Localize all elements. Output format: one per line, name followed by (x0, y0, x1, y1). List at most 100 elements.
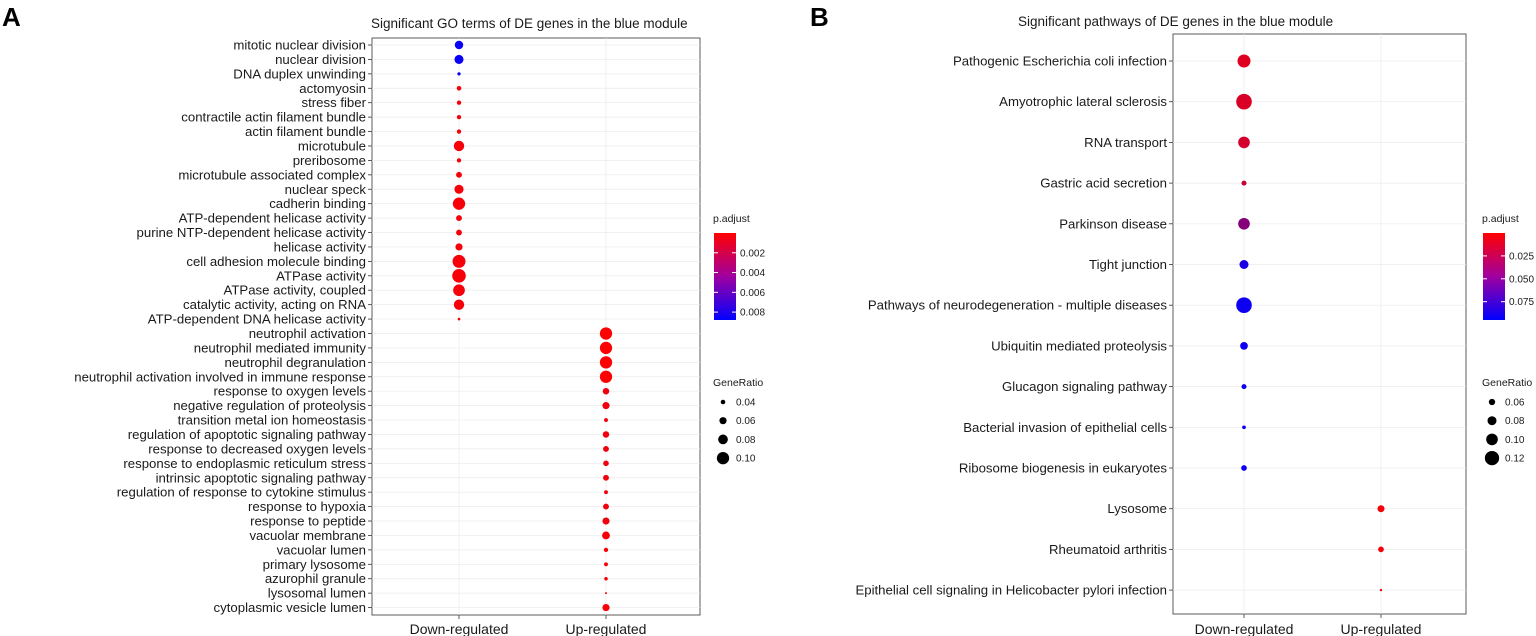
y-tick-label-microtubule: microtubule (298, 138, 366, 153)
y-tick-label-helicase-activity: helicase activity (274, 239, 367, 254)
y-tick-label-neutrophil-degranulation: neutrophil degranulation (224, 355, 366, 370)
point-intrinsic-apoptotic-signaling-pathway (603, 474, 609, 481)
y-tick-label-preribosome: preribosome (293, 153, 366, 168)
point-transition-metal-ion-homeostasis (604, 418, 608, 423)
legend-title-padjust: p.adjust (1482, 213, 1519, 225)
y-tick-label-lysosomal-lumen: lysosomal lumen (268, 586, 366, 601)
point-neutrophil-activation (599, 327, 613, 340)
point-ribosome-biogenesis-in-eukaryotes (1241, 465, 1247, 471)
y-tick-label-rheumatoid-arthritis: Rheumatoid arthritis (1049, 542, 1167, 557)
point-contractile-actin-filament-bundle (456, 114, 462, 120)
point-gastric-acid-secretion (1241, 180, 1247, 186)
point-rheumatoid-arthritis (1378, 546, 1384, 553)
y-tick-label-response-to-endoplasmic-reticulum-stress: response to endoplasmic reticulum stress (123, 456, 366, 471)
y-tick-label-pathways-of-neurodegeneration-multiple-diseases: Pathways of neurodegeneration - multiple… (868, 298, 1168, 313)
color-bar-label: 0.025 (1509, 251, 1534, 262)
point-atp-dependent-helicase-activity (456, 215, 462, 222)
point-vacuolar-lumen (603, 547, 609, 553)
point-neutrophil-degranulation (599, 356, 613, 369)
point-tight-junction (1239, 260, 1249, 269)
y-tick-label-neutrophil-activation: neutrophil activation (249, 326, 366, 341)
size-legend-dot (718, 434, 728, 445)
y-tick-label-tight-junction: Tight junction (1089, 257, 1167, 272)
size-legend-label: 0.06 (736, 416, 756, 427)
panel-label-a: A (2, 2, 21, 32)
point-vacuolar-membrane (602, 531, 610, 540)
y-tick-label-stress-fiber: stress fiber (302, 95, 367, 110)
y-tick-label-transition-metal-ion-homeostasis: transition metal ion homeostasis (178, 413, 367, 428)
point-preribosome (456, 158, 462, 163)
size-legend-dot (1488, 398, 1496, 406)
size-legend-dot (1486, 433, 1498, 446)
plot-panel-b (1172, 33, 1467, 615)
point-atp-dependent-dna-helicase-activity (457, 317, 461, 321)
y-tick-label-primary-lysosome: primary lysosome (263, 557, 366, 572)
point-helicase-activity (455, 243, 463, 251)
legend-title-padjust: p.adjust (713, 213, 750, 225)
point-stress-fiber (456, 100, 462, 105)
point-mitotic-nuclear-division (454, 40, 464, 50)
chart-title-a: Significant GO terms of DE genes in the … (371, 16, 688, 31)
point-response-to-decreased-oxygen-levels (603, 445, 609, 452)
size-legend-label: 0.06 (1505, 398, 1525, 409)
y-tick-label-bacterial-invasion-of-epithelial-cells: Bacterial invasion of epithelial cells (963, 420, 1167, 435)
y-tick-label-microtubule-associated-complex: microtubule associated complex (178, 167, 366, 182)
x-tick-label-up-regulated: Up-regulated (566, 621, 647, 636)
y-tick-label-atpase-activity: ATPase activity (276, 268, 366, 283)
y-tick-label-ribosome-biogenesis-in-eukaryotes: Ribosome biogenesis in eukaryotes (959, 461, 1168, 476)
point-response-to-endoplasmic-reticulum-stress (603, 460, 609, 467)
legend-title-generatio: GeneRatio (1482, 377, 1532, 389)
point-pathogenic-escherichia-coli-infection (1237, 54, 1251, 68)
y-tick-label-regulation-of-response-to-cytokine-stimulus: regulation of response to cytokine stimu… (117, 485, 367, 500)
y-tick-label-azurophil-granule: azurophil granule (265, 571, 366, 586)
plot-panel-a (371, 37, 701, 616)
y-tick-label-lysosome: Lysosome (1107, 501, 1167, 516)
point-rna-transport (1238, 136, 1250, 149)
point-nuclear-speck (454, 184, 464, 194)
size-legend-dot (1484, 450, 1500, 466)
y-tick-label-atp-dependent-helicase-activity: ATP-dependent helicase activity (179, 211, 367, 226)
point-azurophil-granule (604, 576, 608, 581)
y-tick-label-response-to-decreased-oxygen-levels: response to decreased oxygen levels (148, 441, 366, 456)
point-response-to-hypoxia (603, 503, 609, 510)
point-bacterial-invasion-of-epithelial-cells (1242, 425, 1246, 430)
y-tick-label-mitotic-nuclear-division: mitotic nuclear division (233, 38, 366, 53)
y-tick-label-atp-dependent-dna-helicase-activity: ATP-dependent DNA helicase activity (148, 312, 367, 327)
panel-label-b: B (810, 2, 829, 32)
point-pathways-of-neurodegeneration-multiple-diseases (1236, 297, 1252, 314)
y-tick-label-vacuolar-lumen: vacuolar lumen (277, 542, 366, 557)
x-tick-label-down-regulated: Down-regulated (1195, 621, 1294, 636)
point-cytoplasmic-vesicle-lumen (602, 603, 610, 612)
size-legend-dot (720, 399, 726, 405)
x-tick-label-up-regulated: Up-regulated (1341, 621, 1422, 636)
size-legend-label: 0.08 (736, 435, 756, 446)
y-tick-label-rna-transport: RNA transport (1084, 135, 1167, 150)
size-legend-dot (719, 417, 727, 425)
point-lysosomal-lumen (605, 592, 607, 595)
legend-title-generatio: GeneRatio (713, 377, 763, 389)
point-lysosome (1377, 505, 1385, 513)
y-tick-label-neutrophil-mediated-immunity: neutrophil mediated immunity (194, 340, 367, 355)
y-tick-label-vacuolar-membrane: vacuolar membrane (249, 528, 366, 543)
y-tick-label-neutrophil-activation-involved-in-immune-response: neutrophil activation involved in immune… (74, 369, 366, 384)
y-tick-label-actin-filament-bundle: actin filament bundle (245, 124, 366, 139)
point-response-to-peptide (602, 517, 610, 525)
y-tick-label-response-to-oxygen-levels: response to oxygen levels (214, 384, 367, 399)
y-tick-label-dna-duplex-unwinding: DNA duplex unwinding (233, 66, 366, 81)
point-catalytic-activity-acting-on-rna (453, 299, 465, 310)
color-bar (1483, 233, 1505, 320)
point-microtubule (453, 140, 465, 152)
point-cell-adhesion-molecule-binding (452, 254, 466, 268)
point-neutrophil-mediated-immunity (599, 341, 613, 355)
y-tick-label-contractile-actin-filament-bundle: contractile actin filament bundle (181, 110, 366, 125)
point-actin-filament-bundle (456, 129, 462, 134)
color-bar-label: 0.050 (1509, 274, 1534, 285)
y-tick-label-nuclear-division: nuclear division (275, 52, 366, 67)
y-tick-label-cell-adhesion-molecule-binding: cell adhesion molecule binding (186, 254, 366, 269)
color-bar (714, 233, 736, 320)
size-legend-label: 0.10 (736, 454, 756, 465)
color-bar-label: 0.008 (740, 308, 765, 319)
y-tick-label-purine-ntp-dependent-helicase-activity: purine NTP-dependent helicase activity (137, 225, 367, 240)
color-bar-label: 0.002 (740, 248, 765, 259)
y-tick-label-actomyosin: actomyosin (299, 81, 366, 96)
